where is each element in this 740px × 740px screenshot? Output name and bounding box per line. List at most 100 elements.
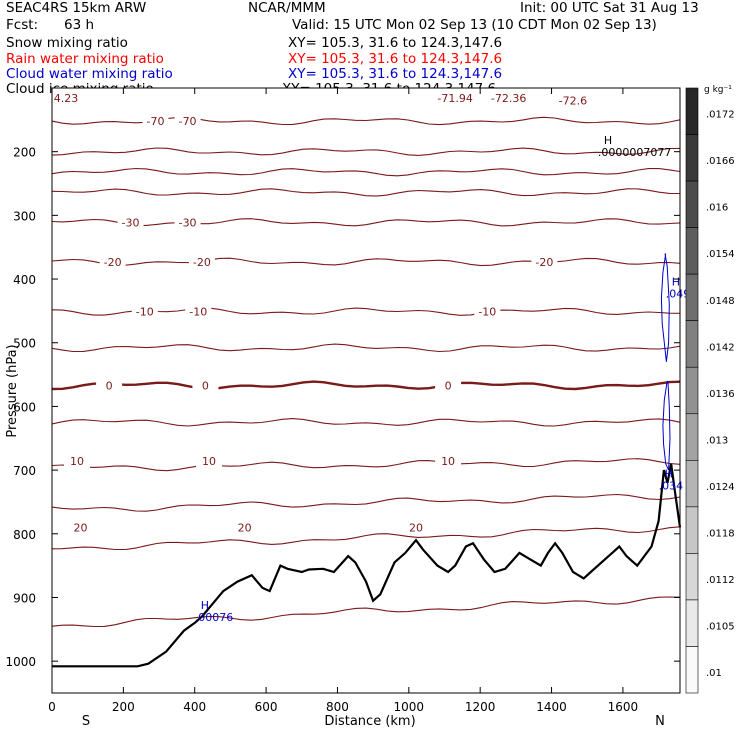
- isotherm-line: [51, 458, 681, 472]
- colorbar-label: .01: [706, 668, 722, 679]
- isotherm-label-bg: [435, 455, 462, 469]
- colorbar-swatch: [685, 460, 699, 508]
- isotherm-label: 10: [202, 455, 216, 468]
- isotherm-label-bg: [185, 305, 212, 319]
- isotherm-label-bg: [63, 455, 90, 469]
- extremum-value: .00076: [195, 611, 234, 624]
- colorbar-label: .0112: [706, 575, 735, 586]
- colorbar-swatch: [685, 87, 699, 135]
- colorbar-swatch: [685, 553, 699, 601]
- colorbar-label: .0172: [706, 110, 735, 121]
- isotherm-label: 10: [441, 455, 455, 468]
- x-right-direction: N: [655, 714, 665, 729]
- isotherm-line: [51, 493, 681, 512]
- field-name-rain: Rain water mixing ratio: [6, 51, 164, 67]
- temperature-contours: -70 -70 -30 -30 -20 -20 -20 -10 -10 -10 0 0 0 10 10 10 2…: [51, 92, 681, 628]
- isotherm-label: -10: [478, 306, 496, 319]
- isotherm-line: [51, 188, 681, 197]
- terrain-profile: [52, 463, 682, 668]
- isotherm-line: [51, 343, 681, 353]
- isotherm-label-bg: [131, 305, 158, 319]
- isotherm-label: -10: [189, 306, 207, 319]
- forecast-label: Fcst:: [6, 17, 39, 33]
- extremum-value: .034: [659, 480, 684, 493]
- x-tick-label: 1200: [465, 700, 496, 714]
- colorbar-swatch: [685, 366, 699, 415]
- y-tick-label: 300: [13, 209, 36, 223]
- colorbar-label: .0105: [706, 622, 735, 633]
- isotherm-label-bg: [188, 255, 215, 269]
- init-time: Init: 00 UTC Sat 31 Aug 13: [520, 0, 699, 16]
- top-contour-label: -71.94: [437, 92, 472, 105]
- y-tick-label: 400: [13, 273, 36, 287]
- isotherm-label-bg: [67, 521, 94, 535]
- top-contour-label: -72.36: [491, 92, 526, 105]
- isotherm-line: [51, 526, 681, 551]
- field-name-cloud-water: Cloud water mixing ratio: [6, 66, 173, 82]
- isotherm-line: [51, 167, 681, 177]
- isotherm-label: -30: [122, 216, 140, 229]
- x-tick-label: 200: [112, 700, 135, 714]
- isotherm-label: -30: [179, 216, 197, 229]
- terrain-line: [52, 463, 682, 668]
- colorbar-label: .013: [706, 435, 728, 446]
- colorbar-swatch: [685, 599, 699, 647]
- field-xy-rain: XY= 105.3, 31.6 to 124.3,147.6: [288, 51, 503, 67]
- isotherm-line: [51, 380, 681, 391]
- isotherm-label-bg: [474, 305, 501, 319]
- plot-frame: [51, 87, 681, 694]
- isotherm-label-bg: [174, 216, 201, 230]
- isotherm-label-bg: [402, 521, 429, 535]
- colorbar-swatch: [685, 227, 699, 275]
- extremum-marker: H: [604, 134, 612, 147]
- colorbar-swatch: [685, 134, 699, 182]
- isotherm-label-bg: [99, 255, 126, 269]
- colorbar-swatch: [685, 646, 699, 694]
- cloud-water-contours: [660, 253, 671, 471]
- colorbar-swatch: [685, 180, 699, 228]
- isotherm-label: 0: [445, 379, 452, 392]
- colorbar-label: .0166: [706, 156, 735, 167]
- isotherm-label-bg: [142, 115, 169, 129]
- isotherm-label-bg: [174, 115, 201, 129]
- isotherm-label-bg: [531, 255, 558, 269]
- colorbar-label: .016: [706, 203, 728, 214]
- x-tick-label: 400: [183, 700, 206, 714]
- isotherm-label-bg: [435, 379, 462, 393]
- x-tick-label: 1600: [608, 700, 639, 714]
- forecast-hours: 63 h: [64, 17, 95, 33]
- x-tick-label: 800: [326, 700, 349, 714]
- cloud-water-contour: [662, 380, 671, 471]
- isotherm-line: [51, 257, 681, 267]
- isotherm-line: [51, 147, 681, 156]
- isotherm-label: 20: [409, 521, 423, 534]
- y-tick-label: 600: [13, 400, 36, 414]
- isotherm-label: 20: [74, 521, 88, 534]
- isotherm-label: 0: [106, 379, 113, 392]
- colorbar-unit: g kg⁻¹: [704, 85, 732, 95]
- isotherm-label: -70: [146, 115, 164, 128]
- isotherm-label-bg: [96, 379, 123, 393]
- x-tick-label: 1400: [536, 700, 567, 714]
- run-title: SEAC4RS 15km ARW: [6, 0, 147, 16]
- isotherm-label: 10: [70, 455, 84, 468]
- colorbar-label: .0124: [706, 482, 735, 493]
- extremum-value: .0000007077: [598, 146, 671, 159]
- isotherm-label-bg: [196, 455, 222, 469]
- y-axis-title: Pressure (hPa): [5, 344, 20, 437]
- isotherm-label-bg: [192, 379, 219, 393]
- y-tick-label: 500: [13, 337, 36, 351]
- field-xy-cloud-water: XY= 105.3, 31.6 to 124.3,147.6: [288, 66, 503, 82]
- x-tick-label: 0: [48, 700, 56, 714]
- extremum-marker: H: [665, 468, 673, 481]
- valid-time: Valid: 15 UTC Mon 02 Sep 13 (10 CDT Mon …: [292, 17, 657, 33]
- colorbar-label: .0148: [706, 296, 735, 307]
- colorbar-label: .0142: [706, 342, 735, 353]
- colorbar-label: .0136: [706, 389, 735, 400]
- extremum-marker: H: [201, 599, 209, 612]
- y-tick-label: 900: [13, 591, 36, 605]
- x-axis-title: Distance (km): [324, 714, 415, 729]
